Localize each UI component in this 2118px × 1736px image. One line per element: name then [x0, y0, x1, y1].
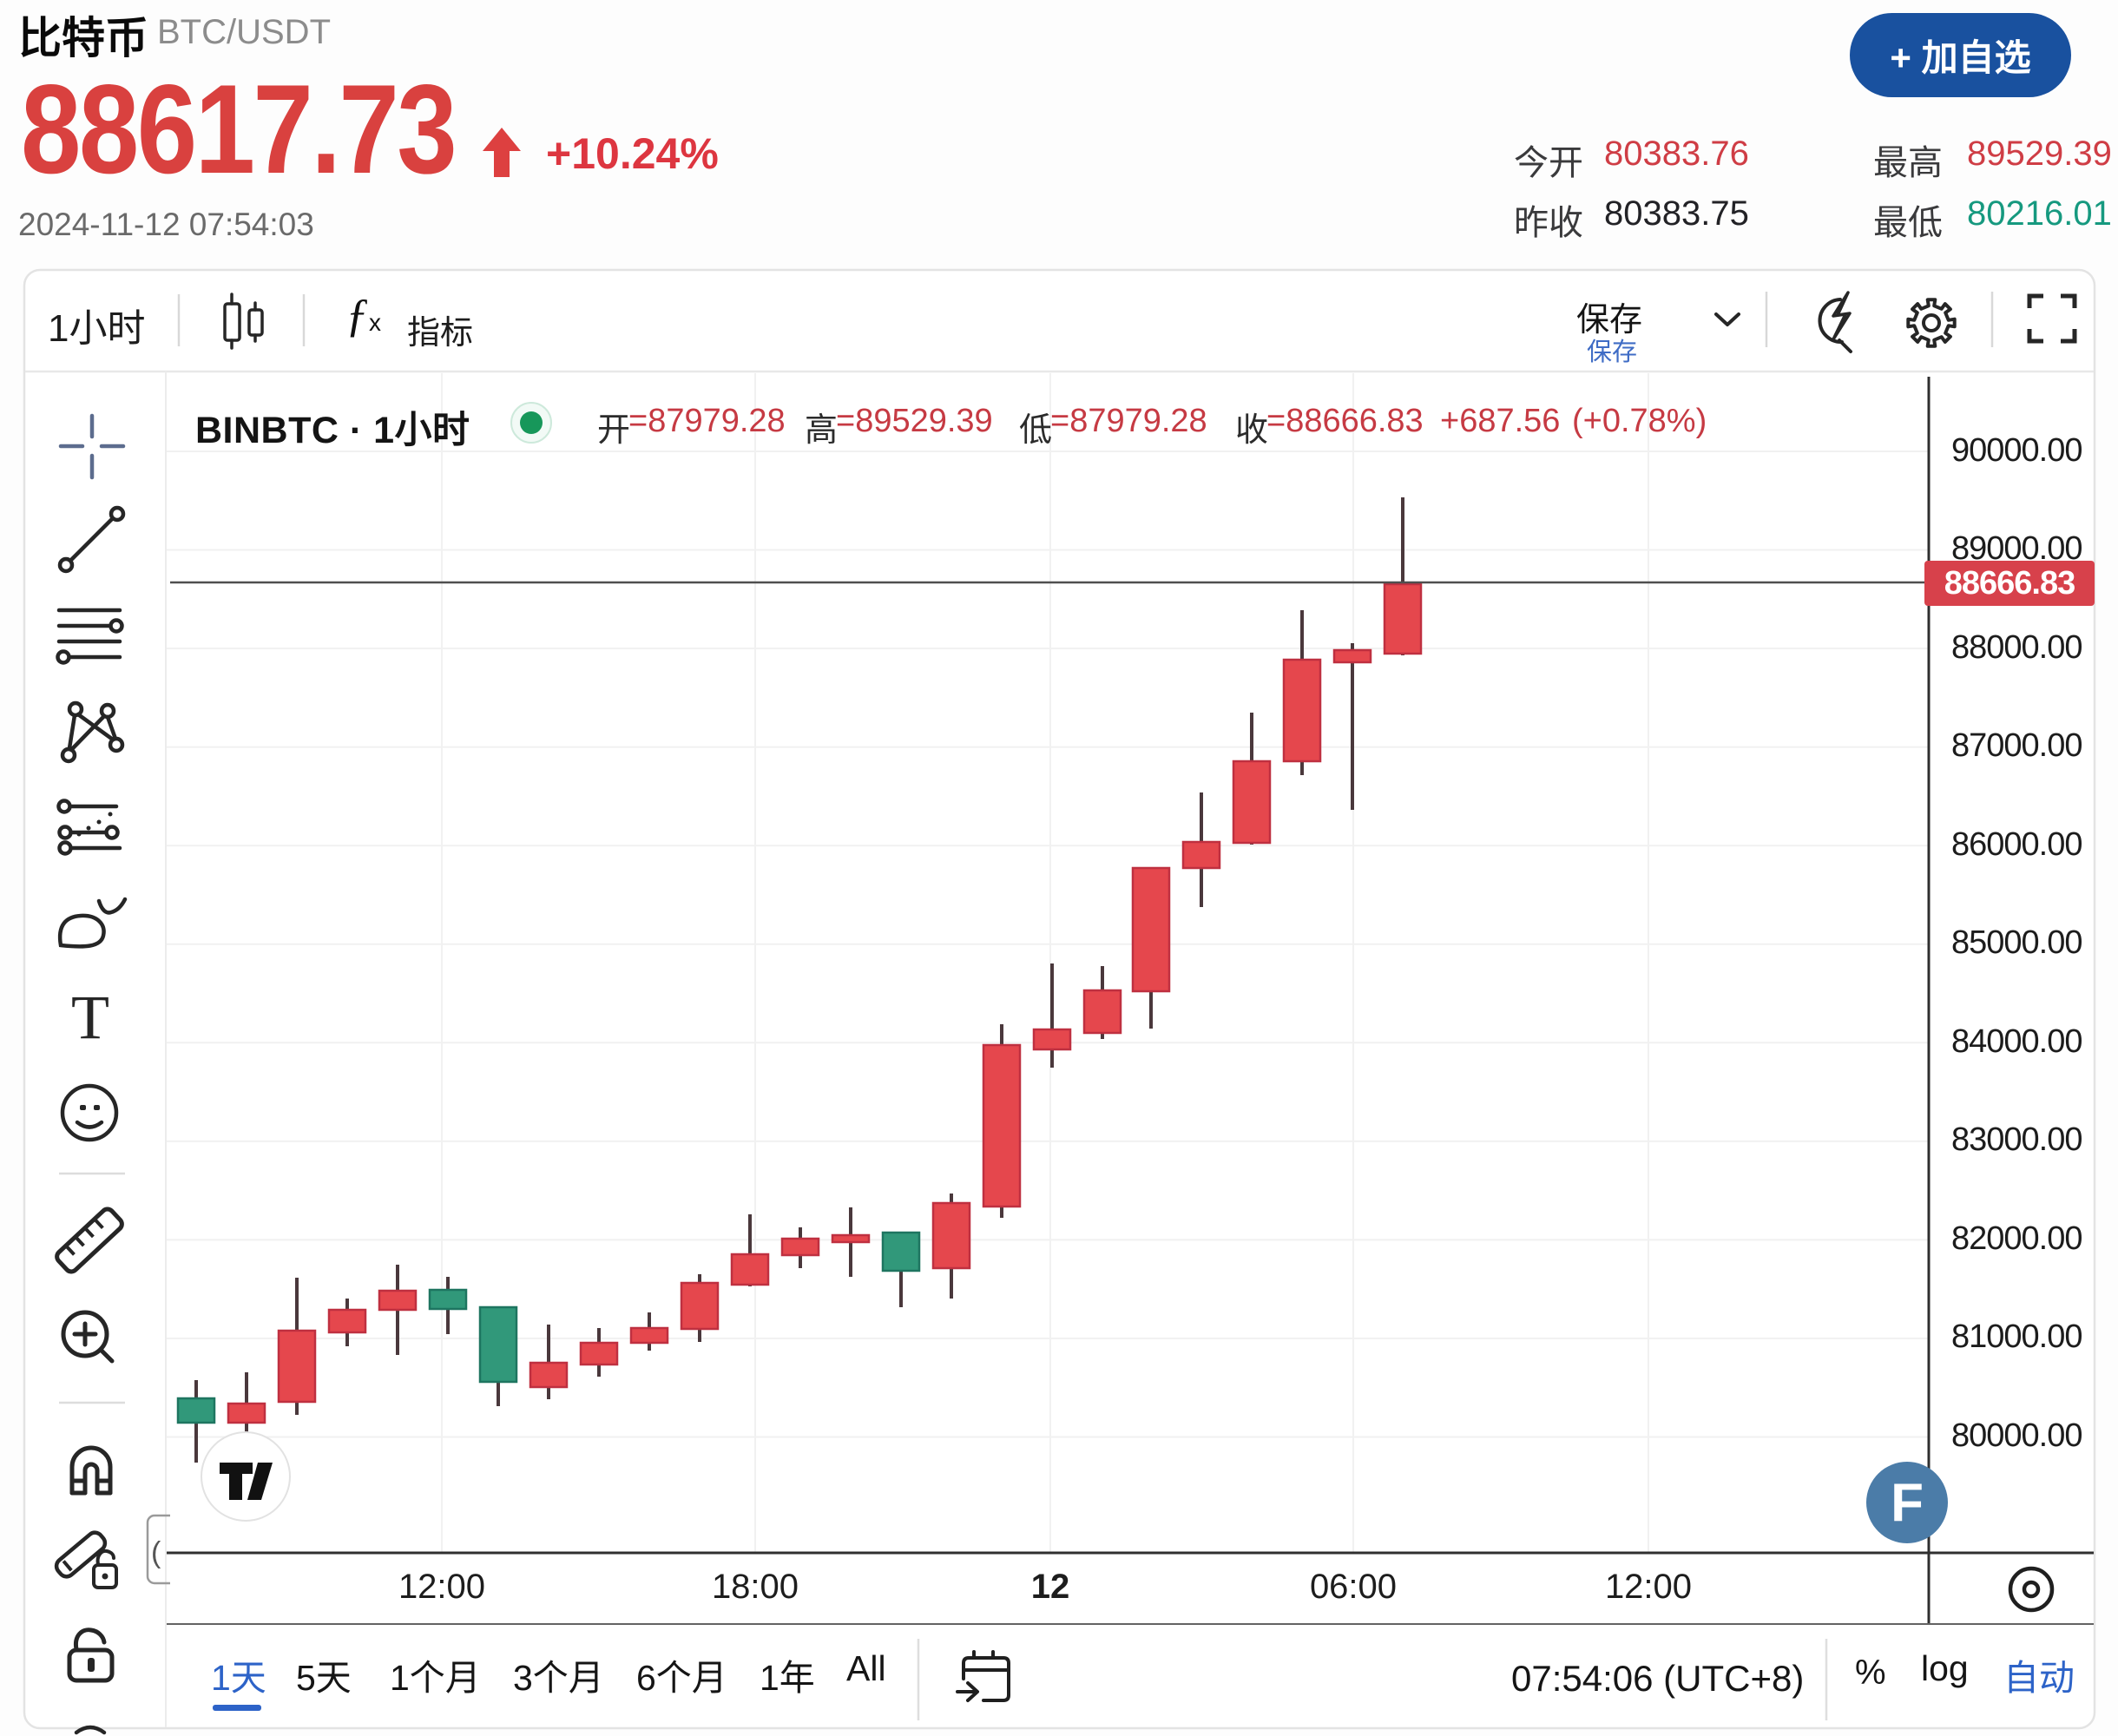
svg-text:(: ( [151, 1536, 161, 1569]
svg-text:F: F [1891, 1473, 1924, 1533]
svg-text:T: T [71, 983, 109, 1052]
